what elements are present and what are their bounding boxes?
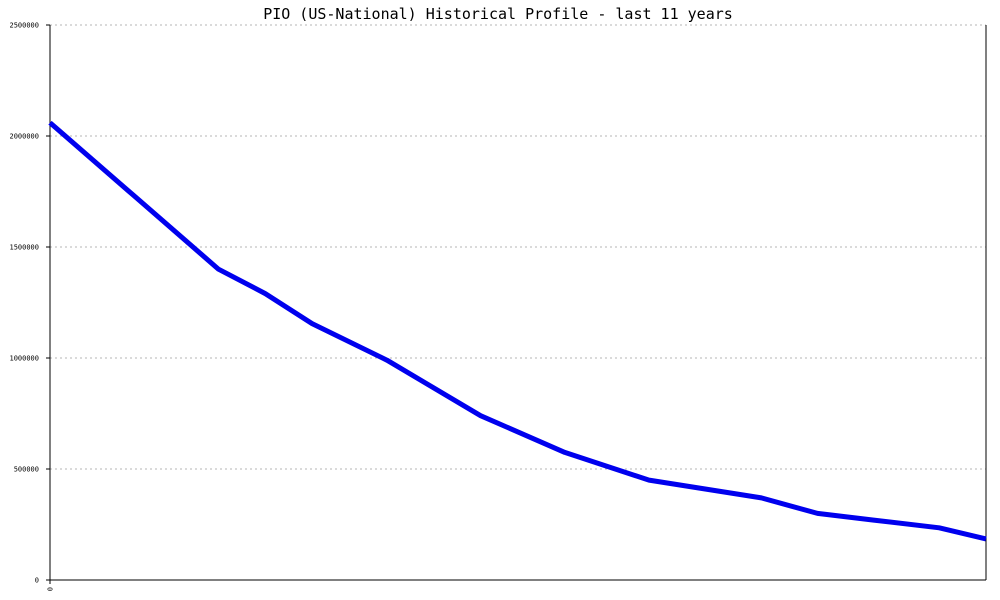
y-tick-label: 500000 [14,466,39,474]
y-tick-label: 1000000 [9,355,39,363]
x-tick-label: 0 [47,587,55,591]
y-tick-label: 2000000 [9,133,39,141]
y-tick-label: 2500000 [9,22,39,30]
y-tick-label: 0 [35,577,39,585]
series-line [48,120,987,542]
tick-labels: 0 500000 1000000 1500000 2000000 2500000 0 [9,22,54,592]
y-tick-label: 1500000 [9,244,39,252]
gridlines [50,24,986,470]
axes [49,25,987,581]
series-layer [48,120,987,542]
chart-title: PIO (US-National) Historical Profile - l… [263,5,733,23]
